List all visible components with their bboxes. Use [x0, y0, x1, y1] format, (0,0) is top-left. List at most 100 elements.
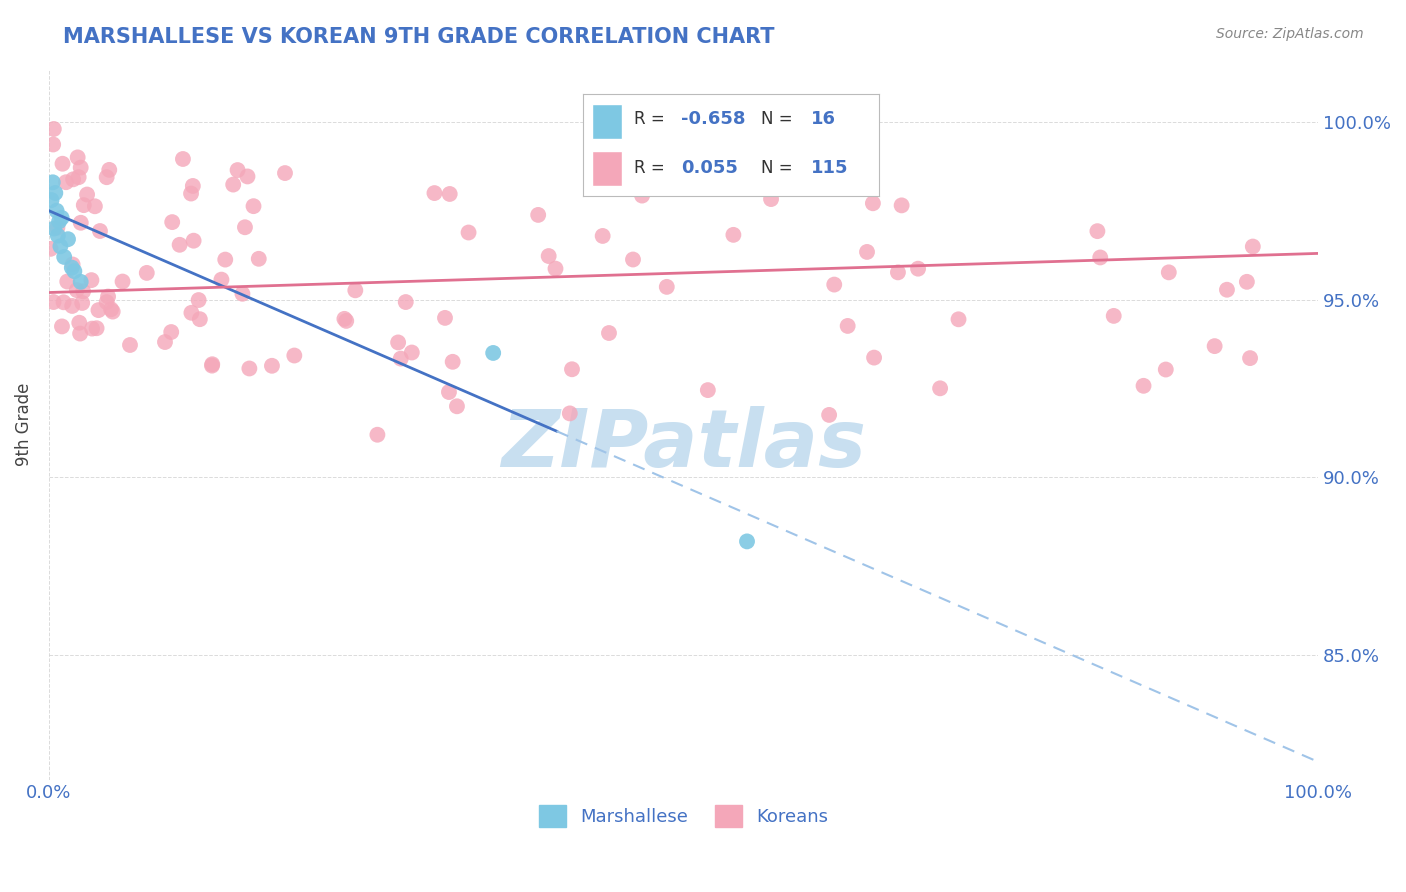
- Point: [837, 318, 859, 333]
- Point: [153, 334, 176, 349]
- Point: [180, 186, 202, 201]
- Y-axis label: 9th Grade: 9th Grade: [15, 383, 32, 466]
- Point: [723, 227, 745, 242]
- Point: [83, 199, 105, 213]
- Text: 16: 16: [811, 111, 835, 128]
- Point: [42, 295, 65, 310]
- Point: [51, 211, 73, 225]
- Point: [759, 192, 782, 206]
- Point: [188, 312, 211, 326]
- Point: [48, 214, 70, 228]
- Text: 115: 115: [811, 159, 848, 177]
- Point: [53, 250, 76, 264]
- Point: [621, 252, 644, 267]
- Point: [1239, 351, 1261, 365]
- Text: 0.055: 0.055: [681, 159, 738, 177]
- Point: [66, 283, 89, 297]
- Point: [49, 239, 72, 253]
- Point: [67, 316, 90, 330]
- Point: [69, 216, 91, 230]
- Point: [42, 137, 65, 152]
- Point: [55, 175, 77, 189]
- Point: [73, 198, 96, 212]
- Point: [242, 199, 264, 213]
- Point: [344, 283, 367, 297]
- Point: [929, 381, 952, 395]
- Point: [51, 319, 73, 334]
- Point: [101, 304, 124, 318]
- Point: [96, 170, 118, 185]
- Point: [67, 170, 90, 185]
- Point: [42, 122, 65, 136]
- Point: [86, 321, 108, 335]
- Point: [401, 345, 423, 359]
- Point: [62, 257, 84, 271]
- Point: [1132, 379, 1154, 393]
- Point: [169, 237, 191, 252]
- Point: [60, 299, 83, 313]
- Point: [333, 311, 356, 326]
- Point: [96, 295, 118, 310]
- Point: [97, 289, 120, 303]
- Point: [558, 406, 581, 420]
- Point: [66, 150, 89, 164]
- Point: [69, 275, 91, 289]
- Text: R =: R =: [634, 159, 665, 177]
- Point: [818, 408, 841, 422]
- Point: [87, 303, 110, 318]
- Point: [41, 193, 63, 207]
- Point: [180, 306, 202, 320]
- Point: [696, 383, 718, 397]
- Point: [735, 534, 758, 549]
- Point: [544, 261, 567, 276]
- Point: [856, 244, 879, 259]
- Point: [561, 362, 583, 376]
- Point: [181, 178, 204, 193]
- Point: [1236, 275, 1258, 289]
- Point: [274, 166, 297, 180]
- Point: [233, 220, 256, 235]
- Point: [446, 399, 468, 413]
- Point: [160, 215, 183, 229]
- Text: N =: N =: [761, 111, 792, 128]
- Point: [335, 314, 357, 328]
- Point: [457, 226, 479, 240]
- Point: [537, 249, 560, 263]
- Point: [80, 321, 103, 335]
- Point: [98, 162, 121, 177]
- Point: [226, 163, 249, 178]
- Point: [863, 351, 886, 365]
- Point: [42, 221, 65, 235]
- Point: [890, 198, 912, 212]
- Point: [46, 220, 69, 235]
- Point: [201, 357, 224, 371]
- Point: [655, 280, 678, 294]
- Point: [69, 326, 91, 341]
- Point: [69, 161, 91, 175]
- Text: N =: N =: [761, 159, 792, 177]
- Point: [111, 275, 134, 289]
- Point: [260, 359, 283, 373]
- Point: [201, 359, 224, 373]
- Point: [283, 349, 305, 363]
- Point: [1090, 251, 1112, 265]
- Point: [907, 261, 929, 276]
- Point: [441, 355, 464, 369]
- Point: [80, 273, 103, 287]
- Point: [76, 187, 98, 202]
- Point: [247, 252, 270, 266]
- Point: [862, 196, 884, 211]
- Text: R =: R =: [634, 111, 665, 128]
- Text: ZIPatlas: ZIPatlas: [501, 407, 866, 484]
- Point: [60, 260, 83, 275]
- Point: [172, 152, 194, 166]
- Point: [1102, 309, 1125, 323]
- Point: [42, 175, 65, 189]
- Point: [1087, 224, 1109, 238]
- Point: [56, 232, 79, 246]
- Point: [592, 229, 614, 244]
- Point: [389, 351, 412, 366]
- Text: Source: ZipAtlas.com: Source: ZipAtlas.com: [1216, 27, 1364, 41]
- Point: [52, 295, 75, 310]
- Point: [598, 326, 620, 340]
